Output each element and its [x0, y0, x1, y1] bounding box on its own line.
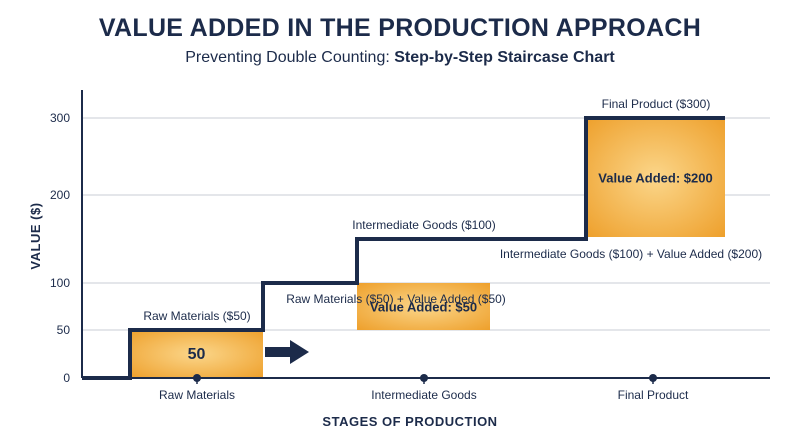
stage-annotation: Raw Materials ($50) + Value Added ($50)	[286, 292, 506, 306]
x-tick-dot	[649, 374, 657, 382]
progress-arrow-icon	[265, 340, 309, 364]
y-tick-label: 200	[50, 188, 70, 202]
value-added-bar	[586, 118, 725, 237]
chart-title: VALUE ADDED IN THE PRODUCTION APPROACH	[98, 14, 702, 42]
value-added-bar	[357, 283, 490, 330]
value-added-label: Value Added: $50	[370, 300, 477, 315]
chart-subtitle: Preventing Double Counting: Step-by-Step…	[0, 49, 800, 67]
x-axis-title: STAGES OF PRODUCTION	[322, 414, 497, 429]
stage-label: Raw Materials ($50)	[143, 309, 250, 323]
x-tick-label: Intermediate Goods	[371, 388, 476, 402]
x-tick-label: Final Product	[618, 388, 689, 402]
subtitle-lead: Preventing Double Counting:	[185, 49, 395, 66]
stage-label: Final Product ($300)	[602, 97, 711, 111]
x-tick-dot	[193, 374, 201, 382]
value-added-label: 50	[188, 346, 206, 363]
y-tick-label: 0	[63, 371, 70, 385]
value-added-bar	[130, 330, 263, 378]
y-tick-label: 50	[57, 323, 71, 337]
subtitle-bold: Step-by-Step Staircase Chart	[394, 49, 615, 66]
y-tick-label: 100	[50, 276, 70, 290]
value-added-label: Value Added: $200	[598, 171, 712, 186]
stage-label: Intermediate Goods ($100)	[352, 218, 495, 232]
y-tick-label: 300	[50, 111, 70, 125]
staircase-line	[82, 116, 725, 380]
x-tick-dot	[420, 374, 428, 382]
y-axis-title: VALUE ($)	[28, 202, 43, 269]
x-tick-label: Raw Materials	[159, 388, 235, 402]
stage-annotation: Intermediate Goods ($100) + Value Added …	[500, 247, 762, 261]
